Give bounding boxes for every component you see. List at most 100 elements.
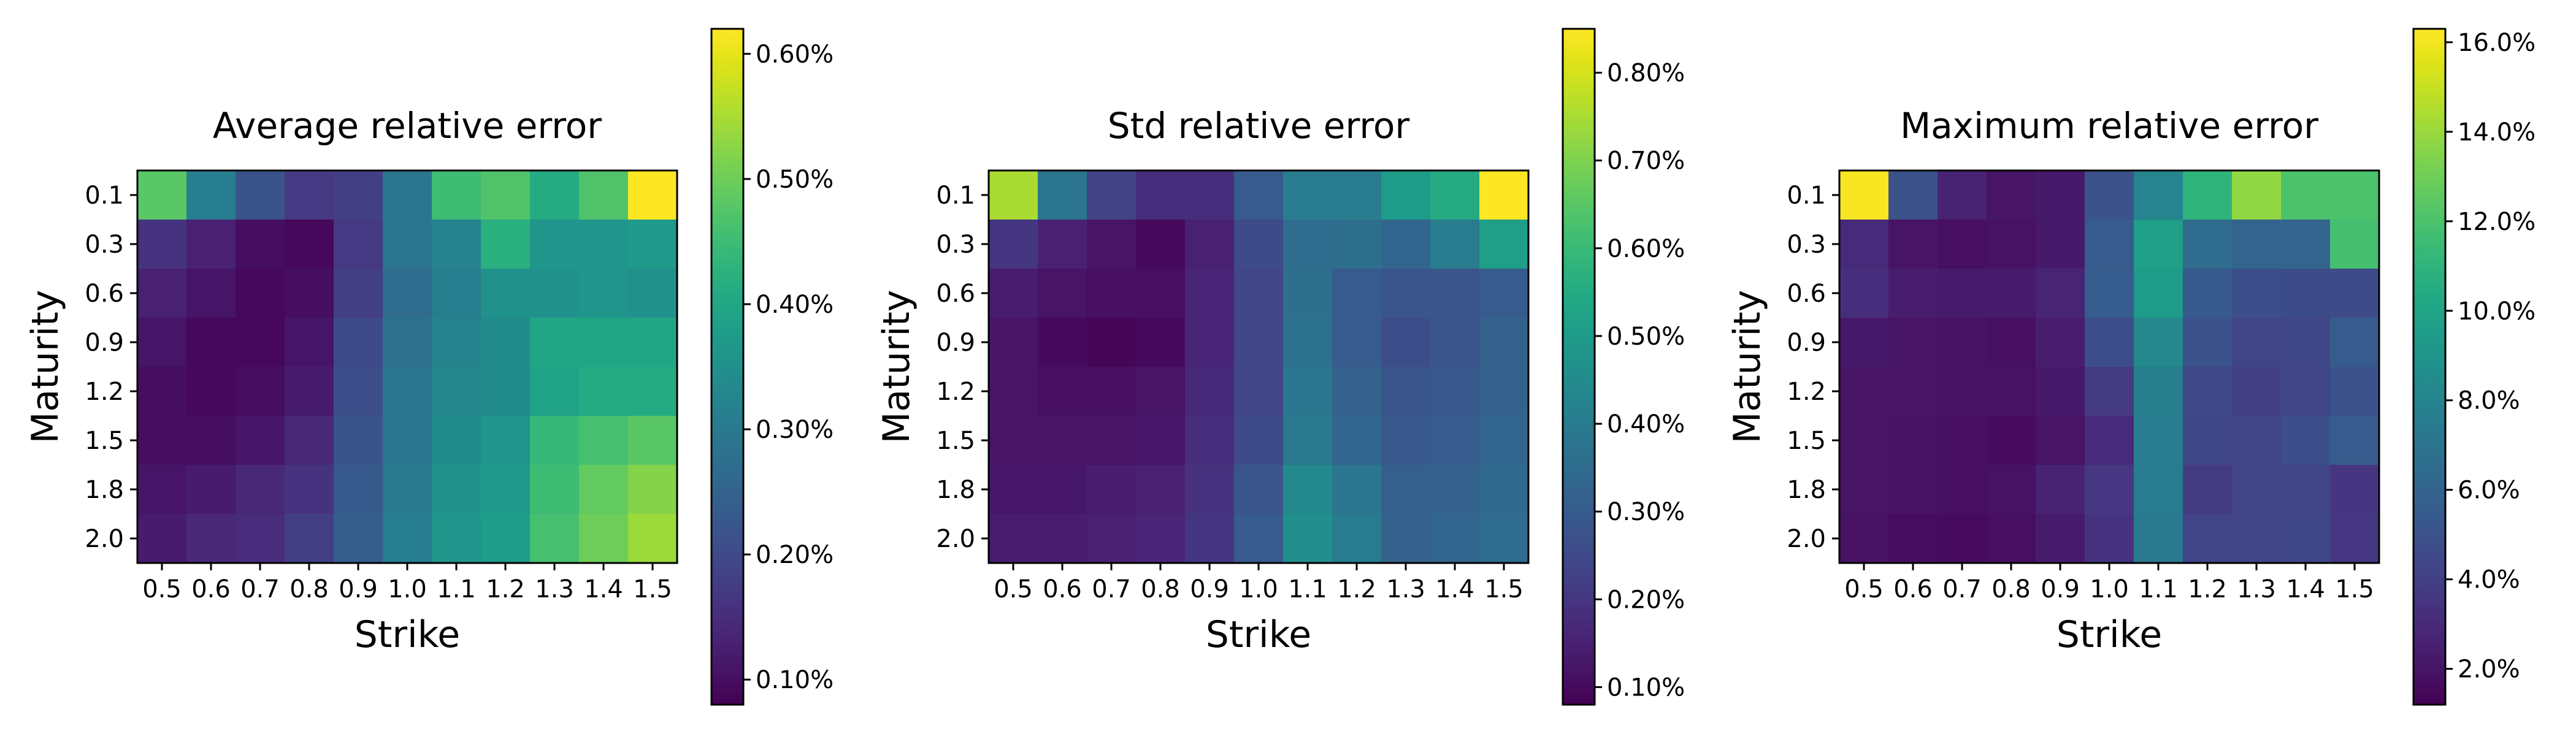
x-tick-label: 0.9 — [1190, 575, 1229, 603]
colorbar-tick-label: 14.0% — [2458, 118, 2536, 147]
heatmap-cell — [236, 465, 285, 515]
heatmap-cell — [1136, 220, 1186, 269]
heatmap-cell — [285, 465, 334, 515]
heatmap-cell — [186, 318, 236, 367]
heatmap-cell — [1038, 416, 1087, 465]
heatmap-cell — [1430, 220, 1480, 269]
colorbar-tick-label: 0.10% — [756, 666, 834, 694]
colorbar-tick-label: 2.0% — [2458, 656, 2520, 684]
heatmap-cell — [1888, 416, 1938, 465]
y-tick-label: 2.0 — [936, 525, 975, 553]
heatmap-cell — [1234, 465, 1284, 515]
heatmap-cell — [186, 465, 236, 515]
colorbar-tick-label: 0.40% — [756, 291, 834, 319]
heatmap-cell — [2330, 514, 2380, 564]
x-tick-label: 0.8 — [289, 575, 329, 603]
heatmap-cell — [137, 465, 187, 515]
heatmap-cell — [1987, 220, 2036, 269]
heatmap-cell — [1381, 318, 1431, 367]
heatmap-cell — [432, 465, 481, 515]
x-tick-label: 0.8 — [1991, 575, 2031, 603]
y-tick-label: 1.5 — [85, 427, 124, 455]
heatmap-cell — [2232, 170, 2282, 220]
x-tick-label: 1.5 — [1484, 575, 1524, 603]
heatmap-cell — [989, 465, 1038, 515]
heatmap-cell — [2036, 269, 2085, 318]
heatmap-cell — [432, 416, 481, 465]
heatmap-cell — [1136, 416, 1186, 465]
heatmap-cell — [2281, 416, 2331, 465]
heatmap-cell — [989, 416, 1038, 465]
heatmap-cell — [236, 269, 285, 318]
heatmap-cell — [2281, 318, 2331, 367]
heatmap-cell — [2134, 318, 2183, 367]
heatmap-cell — [1283, 416, 1333, 465]
heatmap-cell — [579, 318, 629, 367]
heatmap-cell — [1938, 514, 1987, 564]
heatmap-cell — [2085, 269, 2134, 318]
y-tick-label: 0.6 — [1787, 280, 1826, 308]
heatmap-cell — [2036, 465, 2085, 515]
heatmap-cell — [1136, 367, 1186, 416]
heatmap-cell — [432, 220, 481, 269]
heatmap-cell — [989, 220, 1038, 269]
heatmap-cell — [137, 269, 187, 318]
heatmap-cell — [1430, 367, 1480, 416]
colorbar-tick-label: 10.0% — [2458, 297, 2536, 326]
heatmap-cell — [1038, 318, 1087, 367]
heatmap-cell — [1234, 318, 1284, 367]
colorbar-frame — [1562, 28, 1596, 706]
heatmap-cell — [579, 514, 629, 564]
colorbar-frame — [710, 28, 745, 706]
heatmap-cell — [285, 269, 334, 318]
x-tick-label: 1.3 — [2237, 575, 2276, 603]
heatmap-cell — [2281, 269, 2331, 318]
heatmap-cell — [1185, 367, 1235, 416]
colorbar-tick-label: 0.10% — [1607, 673, 1685, 702]
heatmap-cell — [1479, 269, 1529, 318]
heatmap-cell — [334, 367, 383, 416]
heatmap-cell — [1987, 318, 2036, 367]
colorbar-tick-label: 12.0% — [2458, 208, 2536, 236]
chart-title: Maximum relative error — [1900, 105, 2318, 147]
chart-title: Std relative error — [1108, 105, 1410, 147]
colorbar-frame — [2412, 28, 2447, 706]
heatmap-cell — [1185, 170, 1235, 220]
y-tick-label: 1.8 — [936, 476, 975, 504]
heatmap-panel-2: 0.5 0.6 0.7 0.8 0.9 1.0 1.1 1.2 1.3 1.4 1.50.10.30… — [875, 28, 1685, 706]
heatmap-cell — [2330, 318, 2380, 367]
heatmap-cell — [1136, 269, 1186, 318]
heatmap-cell — [1938, 220, 1987, 269]
x-tick-label: 0.6 — [1043, 575, 1082, 603]
heatmap-cell — [1136, 465, 1186, 515]
y-tick-label: 2.0 — [1787, 525, 1826, 553]
heatmap-cell — [1839, 170, 1889, 220]
heatmap-cell — [2330, 269, 2380, 318]
y-tick-label: 0.9 — [936, 329, 975, 357]
heatmap-cell — [1479, 514, 1529, 564]
y-tick-label: 0.9 — [85, 329, 124, 357]
y-tick-label: 2.0 — [85, 525, 124, 553]
heatmap-cell — [1234, 220, 1284, 269]
heatmap-cell — [432, 514, 481, 564]
heatmap-cell — [1888, 269, 1938, 318]
y-tick-label: 0.3 — [936, 231, 975, 259]
heatmap-cell — [1381, 367, 1431, 416]
x-axis-label: Strike — [355, 613, 460, 656]
heatmap-cell — [1381, 220, 1431, 269]
x-tick-label: 0.6 — [1893, 575, 1933, 603]
heatmap-cell — [1987, 514, 2036, 564]
heatmap-cell — [1839, 220, 1889, 269]
heatmap-cell — [1283, 318, 1333, 367]
heatmap-cell — [1185, 318, 1235, 367]
heatmap-cell — [1087, 170, 1137, 220]
heatmap-cell — [2232, 220, 2282, 269]
heatmap-cell — [1938, 170, 1987, 220]
heatmap-cell — [186, 514, 236, 564]
heatmap-cell — [579, 269, 629, 318]
heatmap-cell — [530, 514, 580, 564]
heatmap-cell — [285, 318, 334, 367]
heatmap-cell — [383, 465, 432, 515]
heatmap-cell — [530, 220, 580, 269]
